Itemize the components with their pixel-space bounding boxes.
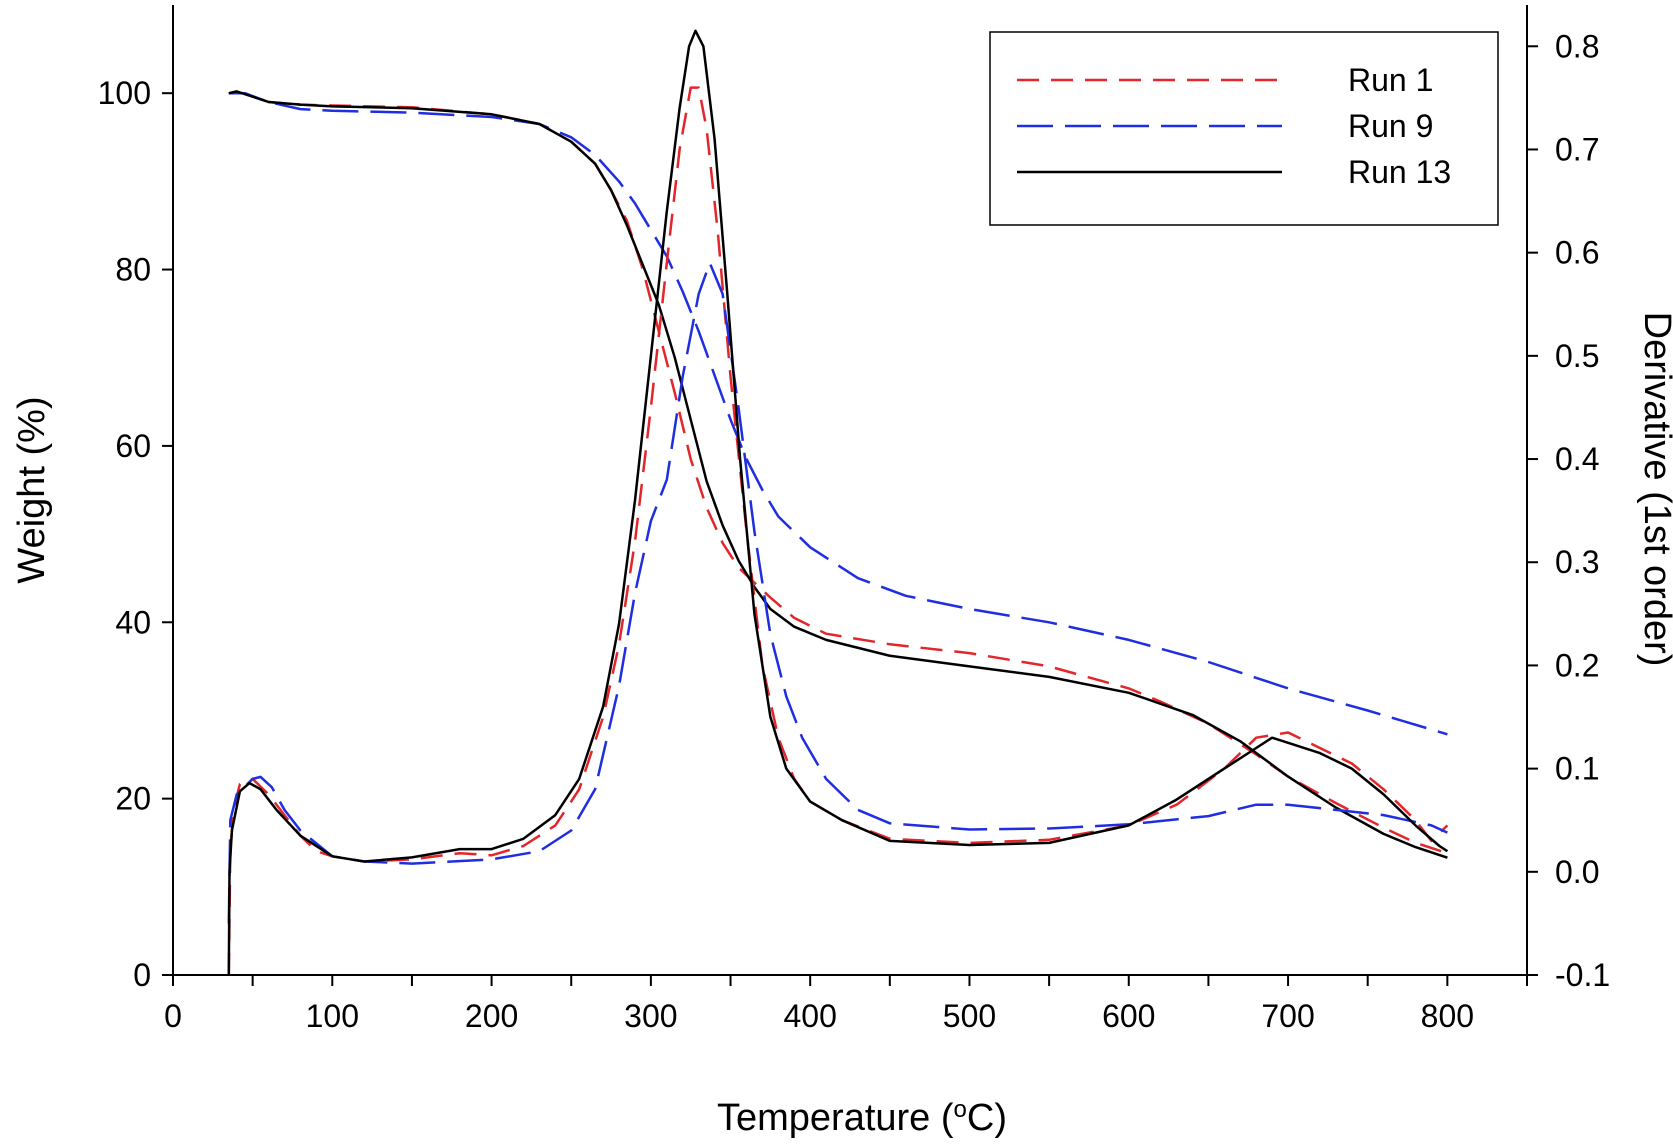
y-axis-title: Weight (%) [11, 396, 53, 583]
y2-tick-label: 0.0 [1555, 854, 1599, 890]
y-tick-label: 0 [133, 957, 151, 993]
y2-tick-label: 0.5 [1555, 338, 1599, 374]
series-run-1-derivative-line [227, 86, 1449, 976]
x-tick-label: 200 [465, 998, 518, 1034]
series-run-9-derivative-line [227, 261, 1448, 924]
x-axis-title: Temperature (oC) [717, 1096, 1007, 1140]
y2-tick-label: -0.1 [1555, 957, 1610, 993]
legend-label-run-13: Run 13 [1348, 154, 1451, 190]
y2-tick-label: 0.3 [1555, 544, 1599, 580]
y-tick-label: 60 [115, 428, 151, 464]
ticks: 0 100 200 300 400 500 600 700 800 0 20 40 60 80 100 -0.… [98, 28, 1611, 1034]
x-axis-title-sup: o [954, 1096, 967, 1123]
y2-tick-label: 0.4 [1555, 441, 1599, 477]
x-tick-label: 400 [783, 998, 836, 1034]
x-axis-title-tail: C) [967, 1097, 1007, 1139]
x-axis-title-base: Temperature ( [717, 1097, 954, 1139]
legend-label-run-1: Run 1 [1348, 62, 1433, 98]
y-tick-label: 80 [115, 252, 151, 288]
legend-label-run-9: Run 9 [1348, 108, 1433, 144]
x-tick-label: 0 [164, 998, 182, 1034]
y-tick-label: 100 [98, 75, 151, 111]
series-layer [227, 29, 1449, 976]
x-tick-label: 500 [943, 998, 996, 1034]
y2-tick-label: 0.2 [1555, 647, 1599, 683]
y2-tick-label: 0.8 [1555, 28, 1599, 64]
legend-box [989, 31, 1499, 226]
y2-axis-title: Derivative (1st order) [1636, 312, 1673, 667]
y2-tick-label: 0.6 [1555, 235, 1599, 271]
y2-tick-label: 0.1 [1555, 751, 1599, 787]
y-tick-label: 20 [115, 781, 151, 817]
legend: Run 1 Run 9 Run 13 [989, 31, 1499, 226]
x-tick-label: 800 [1421, 998, 1474, 1034]
x-tick-label: 600 [1102, 998, 1155, 1034]
series-run-13-weight-line [228, 90, 1448, 859]
series-run-9-weight-line [228, 91, 1448, 736]
axes [172, 5, 1528, 976]
x-tick-label: 700 [1261, 998, 1314, 1034]
y-tick-label: 40 [115, 604, 151, 640]
x-tick-label: 100 [306, 998, 359, 1034]
x-tick-label: 300 [624, 998, 677, 1034]
series-run-13-derivative-line [227, 29, 1449, 976]
y2-tick-label: 0.7 [1555, 131, 1599, 167]
